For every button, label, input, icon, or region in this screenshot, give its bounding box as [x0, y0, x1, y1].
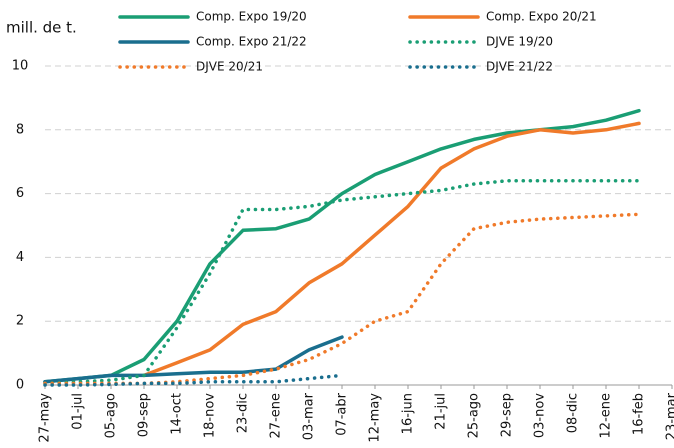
y-tick-label: 4: [16, 250, 24, 265]
x-tick-label: 07-abr: [335, 392, 350, 435]
x-tick-label: 16-feb: [632, 393, 647, 435]
y-tick-label: 8: [16, 122, 24, 137]
series-line: [43, 108, 641, 384]
y-tick-label: 0: [16, 378, 24, 393]
x-tick-label: 12-may: [368, 393, 383, 443]
legend-label: DJVE 21/22: [486, 60, 553, 74]
y-axis-label: mill. de t.: [6, 19, 77, 37]
x-tick-label: 09-sep: [137, 393, 152, 437]
x-tick-label: 12-ene: [599, 393, 614, 438]
x-tick-label: 16-jun: [401, 393, 416, 434]
series-line: [43, 179, 641, 386]
x-tick-label: 23-mar: [665, 392, 674, 440]
legend-label: Comp. Expo 19/20: [196, 10, 307, 24]
y-tick-label: 2: [16, 314, 24, 329]
legend-label: Comp. Expo 20/21: [486, 10, 597, 24]
series-line: [43, 212, 641, 386]
x-tick-label: 14-oct: [170, 393, 185, 435]
x-tick-label: 21-jul: [434, 393, 449, 430]
legend-label: DJVE 19/20: [486, 35, 553, 49]
y-tick-label: 10: [12, 59, 29, 74]
y-tick-label: 6: [16, 186, 24, 201]
x-tick-label: 05-ago: [104, 393, 119, 438]
x-tick-label: 03-mar: [302, 392, 317, 440]
x-tick-label: 29-sep: [500, 393, 515, 437]
series-line: [43, 335, 344, 384]
x-tick-label: 27-ene: [269, 393, 284, 438]
x-tick-label: 25-ago: [467, 393, 482, 438]
series-line: [43, 373, 344, 387]
x-tick-label: 01-jul: [71, 393, 86, 430]
legend-label: Comp. Expo 21/22: [196, 35, 307, 49]
x-tick-label: 18-nov: [203, 393, 218, 438]
x-tick-label: 03-nov: [533, 393, 548, 438]
series-line: [142, 121, 641, 378]
x-tick-label: 08-dic: [566, 393, 581, 433]
legend-label: DJVE 20/21: [196, 60, 263, 74]
x-tick-label: 23-dic: [236, 393, 251, 433]
x-tick-label: 27-may: [38, 393, 53, 443]
